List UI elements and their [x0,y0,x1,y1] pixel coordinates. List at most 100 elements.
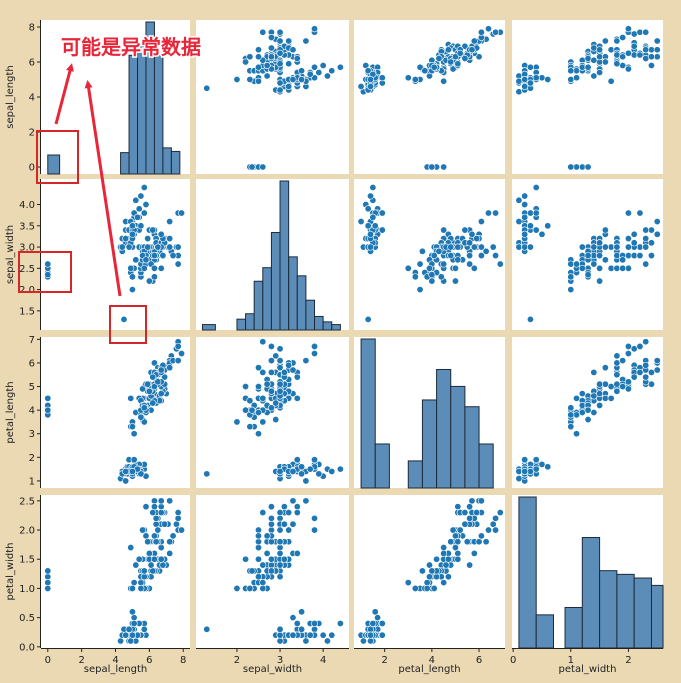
scatter-point-137 [463,538,471,546]
scatter-point-93 [567,76,575,84]
scatter-point-72 [596,264,604,272]
scatter-point-45 [276,625,284,633]
scatter-point-147 [276,526,284,534]
scatter-point-105 [489,243,497,251]
scatter-point-114 [647,252,655,260]
scatter-point-45 [526,467,534,475]
scatter-point-85 [293,394,301,402]
scatter-point-147 [624,243,632,251]
scatter-point-60 [416,286,424,294]
scatter-point-24 [378,631,386,639]
scatter-point-131 [484,526,492,534]
scatter-point-48 [134,213,142,221]
scatter-point-125 [613,359,621,367]
scatter-point-142 [142,256,150,264]
x-tick-label-sepal_width-2: 4 [320,655,326,666]
scatter-point-40 [364,222,372,230]
scatter-point-86 [157,390,165,398]
scatter-point-104 [636,243,644,251]
scatter-point-139 [461,520,469,528]
scatter-point-126 [267,387,275,395]
scatter-point-125 [166,235,174,243]
x-tick-label-petal_length-2: 6 [476,655,482,666]
scatter-point-121 [449,65,457,73]
scatter-point-135 [174,243,182,251]
hist-bar-sepal_length-5 [153,54,164,175]
hist-bar-sepal_width-9 [305,299,316,331]
scatter-point-139 [161,520,169,528]
scatter-point-146 [619,383,627,391]
scatter-point-98 [404,264,412,272]
scatter-point-23 [289,614,297,622]
scatter-point-135 [174,509,182,517]
scatter-point-37 [367,637,375,645]
scatter-point-148 [149,509,157,517]
scatter-point-153 [567,411,575,419]
scatter-point-151 [578,408,586,416]
x-tick-label-sepal_width-1: 3 [277,655,283,666]
scatter-point-79 [259,418,267,426]
hist-bar-sepal_width-5 [270,231,281,331]
scatter-point-45 [367,625,375,633]
scatter-point-113 [254,63,262,71]
scatter-point-22 [122,477,130,485]
scatter-point-70 [285,60,293,68]
scatter-point-87 [246,53,254,61]
hist-bar-petal_length-0 [360,338,376,489]
scatter-point-43 [544,463,552,471]
scatter-point-148 [642,54,650,62]
scatter-point-135 [477,28,485,36]
scatter-point-107 [482,247,490,255]
scatter-point-148 [149,226,157,234]
scatter-point-128 [152,520,160,528]
scatter-point-147 [456,49,464,57]
scatter-point-48 [306,465,314,473]
scatter-point-152 [44,579,52,587]
scatter-point-152 [440,163,448,171]
scatter-point-154 [248,163,256,171]
scatter-point-154 [44,567,52,575]
scatter-point-147 [276,49,284,57]
scatter-point-99 [430,63,438,71]
scatter-point-117 [492,514,500,522]
scatter-point-118 [496,260,504,268]
hist-bar-sepal_width-8 [296,275,307,331]
x-tick-label-sepal_width-0: 2 [234,655,240,666]
panel-sepal_width-vs-petal_width [512,179,663,330]
scatter-point-121 [139,526,147,534]
scatter-point-152 [259,163,267,171]
hist-bar-sepal_width-3 [253,280,264,331]
scatter-point-154 [428,163,436,171]
scatter-point-131 [178,526,186,534]
scatter-point-85 [601,58,609,66]
scatter-point-121 [449,526,457,534]
scatter-point-81 [137,584,145,592]
scatter-point-154 [248,406,256,414]
scatter-point-13 [359,637,367,645]
scatter-point-135 [174,357,182,365]
scatter-point-140 [647,46,655,54]
scatter-point-153 [567,273,575,281]
scatter-point-124 [289,520,297,528]
scatter-point-130 [477,252,485,260]
scatter-point-44 [378,74,386,82]
scatter-point-152 [259,579,267,587]
scatter-point-91 [442,561,450,569]
scatter-point-87 [437,273,445,281]
hist-bar-petal_width-2 [564,606,583,649]
scatter-point-148 [461,509,469,517]
scatter-point-129 [276,364,284,372]
scatter-point-152 [440,260,448,268]
scatter-point-149 [144,380,152,388]
x-axis-label-petal_width: petal_width [559,664,617,675]
y-tick-label-sepal_length-4: 8 [29,23,35,34]
scatter-point-148 [293,54,301,62]
x-tick-label-petal_width-1: 1 [568,655,574,666]
hist-bar-petal_length-7 [478,443,494,489]
scatter-point-60 [233,584,241,592]
panel-sepal_width-vs-petal_length [354,179,505,330]
scatter-point-33 [137,192,145,200]
scatter-point-149 [613,243,621,251]
scatter-point-128 [267,520,275,528]
scatter-point-148 [642,373,650,381]
